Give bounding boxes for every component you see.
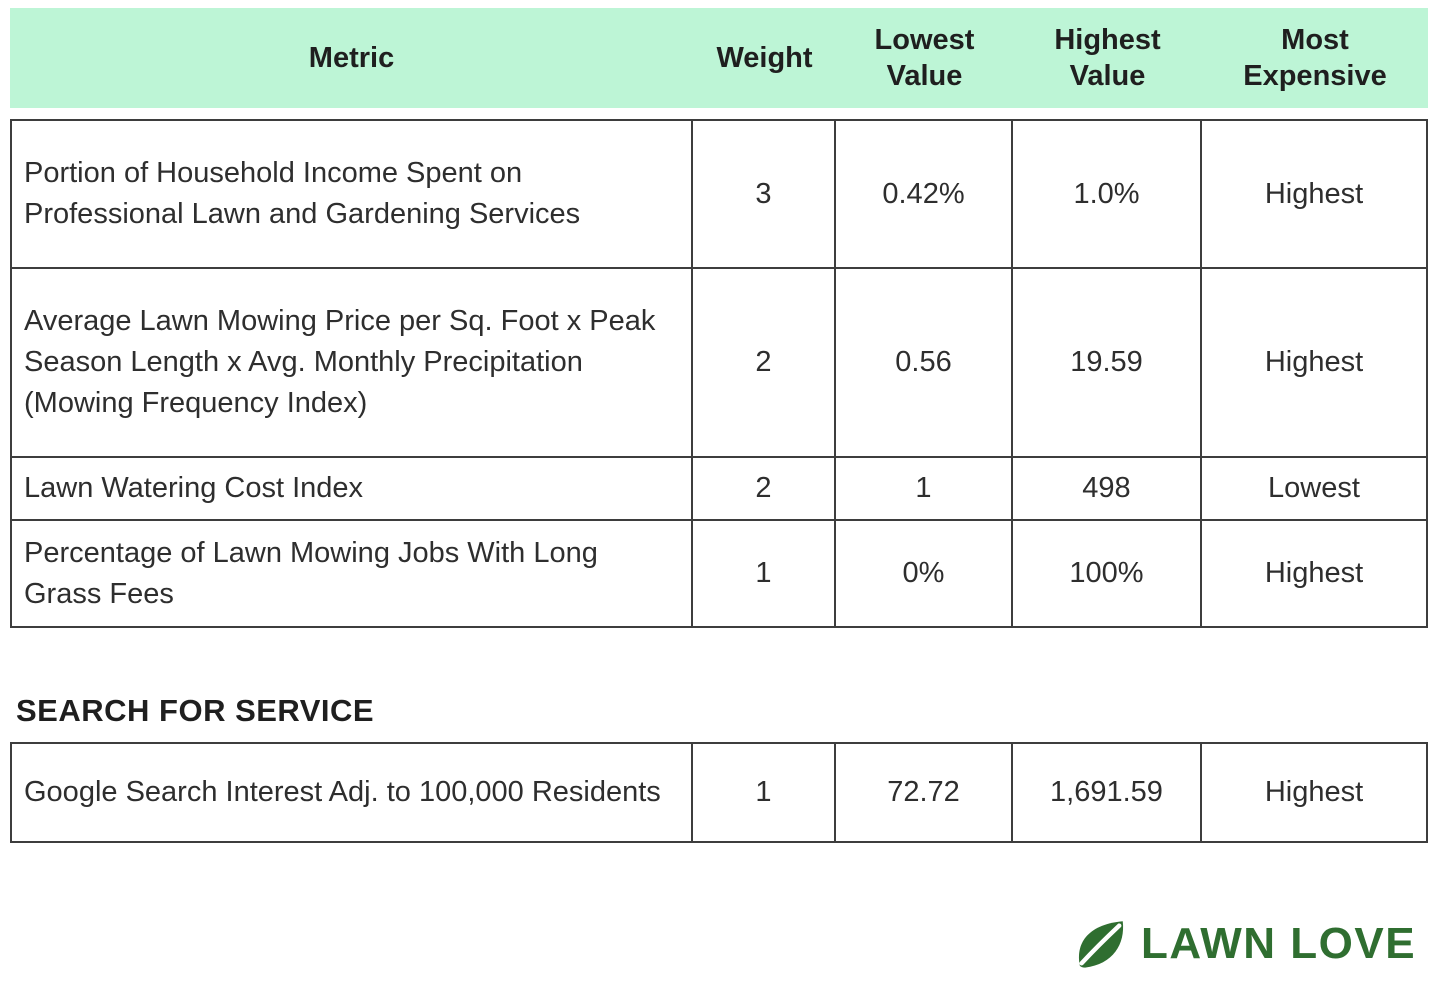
table-row: Average Lawn Mowing Price per Sq. Foot x… <box>12 269 1426 458</box>
col-header-weight: Weight <box>716 42 813 74</box>
col-header-metric: Metric <box>308 42 395 74</box>
lowest-value-cell: 1 <box>836 458 1013 519</box>
lowest-value-cell: 0% <box>836 521 1013 626</box>
metrics-table: Portion of Household Income Spent on Pro… <box>10 119 1428 628</box>
weight-cell: 1 <box>693 521 836 626</box>
section-title-search-for-service: SEARCH FOR SERVICE <box>16 693 375 728</box>
metric-cell: Percentage of Lawn Mowing Jobs With Long… <box>12 521 693 626</box>
weight-cell: 2 <box>693 458 836 519</box>
highest-value-cell: 498 <box>1013 458 1202 519</box>
metric-cell: Lawn Watering Cost Index <box>12 458 693 519</box>
weight-cell: 3 <box>693 121 836 267</box>
metric-cell: Portion of Household Income Spent on Pro… <box>12 121 693 267</box>
highest-value-cell: 100% <box>1013 521 1202 626</box>
search-service-table: Google Search Interest Adj. to 100,000 R… <box>10 742 1428 843</box>
most-expensive-cell: Highest <box>1264 557 1364 589</box>
logo-wordmark: LAWN LOVE <box>1141 919 1417 968</box>
metric-cell: Average Lawn Mowing Price per Sq. Foot x… <box>12 269 693 456</box>
col-header-highest-value: Highest Value <box>1054 24 1161 92</box>
table-row: Google Search Interest Adj. to 100,000 R… <box>12 744 1426 841</box>
col-header-lowest-value: Lowest Value <box>874 24 975 92</box>
weight-cell: 1 <box>693 744 836 841</box>
table-row: Percentage of Lawn Mowing Jobs With Long… <box>12 521 1426 626</box>
lowest-value-cell: 0.42% <box>836 121 1013 267</box>
lawn-love-logo: LAWN LOVE <box>1072 916 1416 972</box>
most-expensive-cell: Highest <box>1264 776 1364 808</box>
lowest-value-cell: 72.72 <box>836 744 1013 841</box>
highest-value-cell: 1,691.59 <box>1013 744 1202 841</box>
most-expensive-cell: Highest <box>1264 346 1364 378</box>
table-row: Portion of Household Income Spent on Pro… <box>12 121 1426 269</box>
most-expensive-cell: Highest <box>1264 177 1364 210</box>
col-header-most-expensive: Most Expensive <box>1243 24 1387 92</box>
table-header-row: Metric Weight Lowest Value Highest Value… <box>10 8 1428 108</box>
metric-cell: Google Search Interest Adj. to 100,000 R… <box>12 744 693 841</box>
weight-cell: 2 <box>693 269 836 456</box>
highest-value-cell: 1.0% <box>1013 121 1202 267</box>
highest-value-cell: 19.59 <box>1013 269 1202 456</box>
leaf-icon <box>1072 916 1128 972</box>
table-row: Lawn Watering Cost Index 2 1 498 Lowest <box>12 458 1426 521</box>
lowest-value-cell: 0.56 <box>836 269 1013 456</box>
most-expensive-cell: Lowest <box>1268 472 1360 504</box>
